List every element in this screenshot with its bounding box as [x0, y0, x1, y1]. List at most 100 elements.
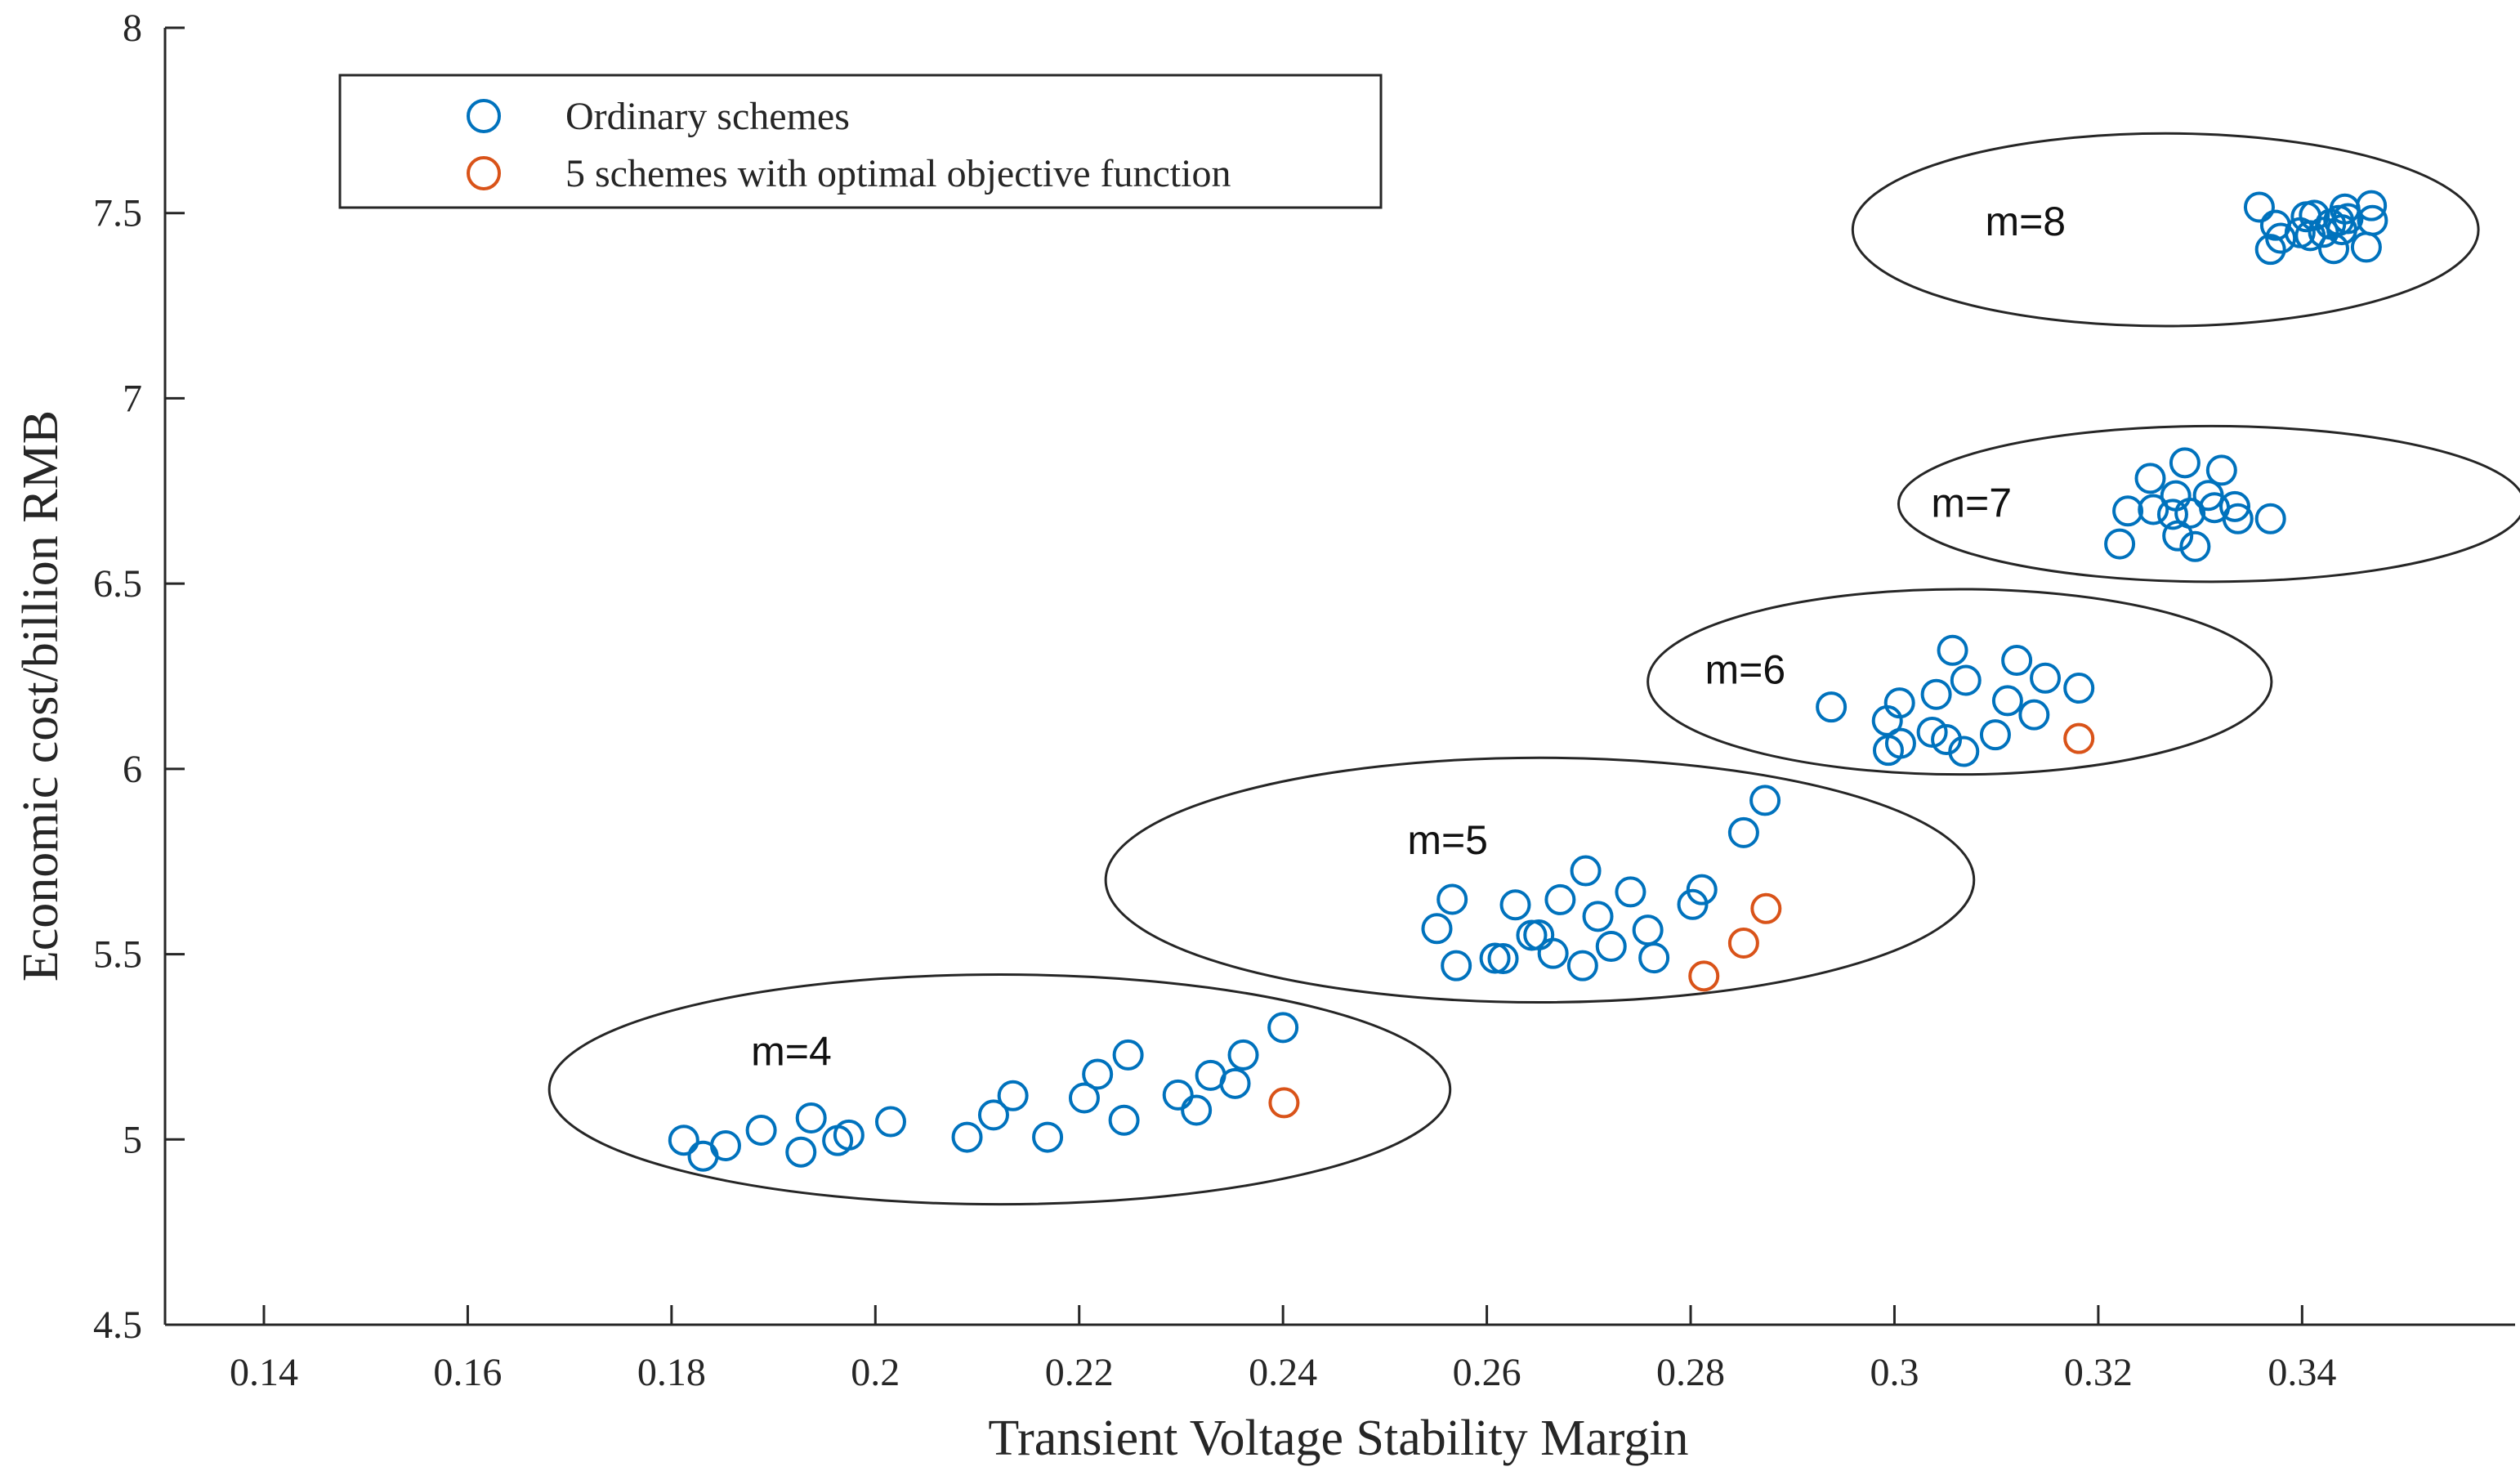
- ordinary-point: [2179, 530, 2211, 562]
- optimal-point: [2063, 722, 2095, 754]
- group-label-m5: m=5: [1407, 817, 1488, 863]
- group-label-m6: m=6: [1705, 647, 1785, 693]
- axes-frame: [163, 28, 2515, 1326]
- ordinary-point: [1479, 942, 1511, 974]
- ordinary-point: [745, 1114, 777, 1146]
- ordinary-point: [2205, 454, 2237, 486]
- ordinary-point: [2063, 673, 2095, 704]
- group-label-m8: m=8: [1985, 199, 2066, 244]
- optimal-point: [1688, 960, 1720, 992]
- optimal-point: [1750, 892, 1782, 924]
- legend-marker-ordinary: [467, 99, 501, 133]
- group-ellipse-m4: [547, 973, 1452, 1206]
- ordinary-point: [2001, 645, 2033, 677]
- ordinary-point: [1749, 785, 1781, 816]
- ordinary-point: [1537, 937, 1569, 969]
- y-tick-label: 7: [123, 377, 142, 420]
- group-label-m4: m=4: [751, 1029, 832, 1075]
- x-tick-label: 0.24: [1249, 1351, 1317, 1394]
- ordinary-point: [2030, 662, 2062, 694]
- ordinary-point: [1884, 727, 1916, 759]
- ordinary-point: [1920, 678, 1952, 710]
- ordinary-point: [1441, 950, 1472, 981]
- ordinary-point: [785, 1136, 817, 1168]
- ordinary-point: [2243, 191, 2275, 223]
- ordinary-point: [1219, 1067, 1251, 1099]
- ordinary-point: [1227, 1039, 1259, 1071]
- y-tick-label: 6.5: [93, 562, 142, 606]
- ordinary-point: [1979, 719, 2011, 751]
- ordinary-point: [2138, 494, 2169, 525]
- ordinary-point: [833, 1119, 865, 1151]
- ordinary-point: [1112, 1039, 1144, 1071]
- ordinary-point: [1570, 855, 1602, 887]
- x-tick-label: 0.32: [2064, 1351, 2133, 1394]
- group-ellipses: [547, 132, 2520, 1206]
- ordinary-point: [1948, 736, 1980, 767]
- ordinary-point: [2299, 199, 2330, 231]
- ordinary-point: [1082, 1058, 1114, 1090]
- ordinary-point: [1916, 716, 1948, 748]
- ordinary-point: [2357, 204, 2388, 236]
- ordinary-point: [668, 1125, 699, 1156]
- x-tick-label: 0.16: [433, 1351, 502, 1394]
- ordinary-point: [874, 1106, 906, 1138]
- x-tick-label: 0.14: [230, 1351, 298, 1394]
- ordinary-point: [795, 1102, 827, 1133]
- ordinary-point: [2156, 499, 2188, 530]
- ordinary-point: [1595, 931, 1627, 963]
- ordinary-point: [1991, 685, 2023, 717]
- group-ellipse-m5: [1104, 756, 1976, 1004]
- y-tick-label: 4.5: [93, 1303, 142, 1347]
- legend-marker-optimal: [467, 156, 501, 190]
- y-tick-label: 8: [123, 7, 142, 50]
- ordinary-point: [1677, 888, 1709, 920]
- ordinary-point: [1937, 634, 1968, 666]
- y-tick-label: 7.5: [93, 192, 142, 235]
- ordinary-point: [2265, 222, 2297, 254]
- group-ellipse-m6: [1646, 588, 2273, 776]
- ordinary-point: [2350, 231, 2382, 263]
- ordinary-point: [1162, 1079, 1194, 1111]
- ordinary-point: [1950, 664, 1982, 696]
- ordinary-point: [977, 1099, 1009, 1131]
- legend-label-ordinary: Ordinary schemes: [565, 95, 850, 138]
- ordinary-point: [2018, 699, 2050, 731]
- ordinary-point: [1816, 691, 1848, 723]
- group-label-m7: m=7: [1931, 481, 2012, 526]
- ordinary-point: [2112, 495, 2144, 527]
- x-tick-label: 0.18: [637, 1351, 706, 1394]
- ordinary-point: [1108, 1104, 1140, 1136]
- ordinary-point: [2254, 503, 2286, 534]
- ordinary-point: [2332, 203, 2364, 235]
- x-tick-label: 0.34: [2268, 1351, 2336, 1394]
- x-tick-label: 0.26: [1453, 1351, 1521, 1394]
- y-tick-label: 5.5: [93, 933, 142, 977]
- y-tick-label: 5: [123, 1118, 142, 1161]
- ordinary-point: [2254, 234, 2286, 266]
- legend: Ordinary schemes 5 schemes with optimal …: [338, 74, 1383, 209]
- ordinary-point: [1436, 883, 1468, 915]
- ordinary-point: [1499, 889, 1531, 921]
- ordinary-point: [2104, 528, 2136, 560]
- ordinary-point: [2174, 497, 2206, 529]
- ordinary-point: [2160, 480, 2192, 512]
- x-tick-label: 0.28: [1656, 1351, 1725, 1394]
- ordinary-point: [1487, 943, 1519, 975]
- ordinary-point: [709, 1129, 741, 1161]
- ordinary-point: [951, 1121, 983, 1153]
- ordinary-point: [1883, 687, 1915, 719]
- ordinary-point: [2356, 190, 2388, 221]
- x-tick-label: 0.3: [1870, 1351, 1919, 1394]
- x-axis-title: Transient Voltage Stability Margin: [988, 1411, 1688, 1466]
- legend-label-optimal: 5 schemes with optimal objective functio…: [565, 152, 1231, 195]
- ordinary-point: [1181, 1094, 1213, 1126]
- ordinary-point: [1615, 876, 1646, 908]
- ordinary-point: [1032, 1121, 1064, 1153]
- group-ellipse-m8: [1851, 132, 2480, 328]
- ordinary-point: [2219, 490, 2251, 522]
- ordinary-point: [1566, 950, 1598, 981]
- y-axis-title: Economic cost/billion RMB: [13, 410, 69, 981]
- y-tick-label: 6: [123, 748, 142, 791]
